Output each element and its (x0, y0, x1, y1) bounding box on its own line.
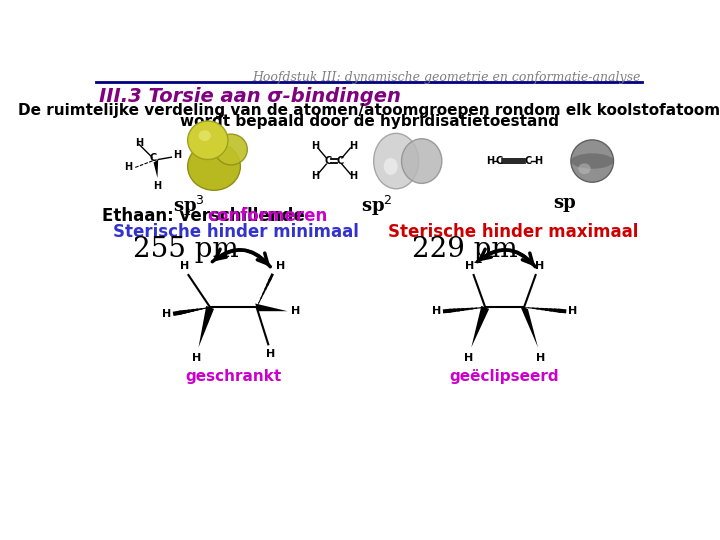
Ellipse shape (188, 121, 228, 159)
Text: H: H (162, 308, 171, 319)
Text: H: H (534, 156, 542, 166)
Text: Hoofdstuk III: dynamische geometrie en conformatie-analyse: Hoofdstuk III: dynamische geometrie en c… (252, 71, 640, 84)
Text: H: H (432, 306, 441, 316)
Ellipse shape (384, 158, 397, 175)
Text: H: H (349, 140, 358, 151)
Text: H: H (568, 306, 577, 316)
Ellipse shape (199, 130, 211, 141)
Text: Ethaan: verschillende: Ethaan: verschillende (102, 207, 310, 225)
Text: Sterische hinder minimaal: Sterische hinder minimaal (113, 222, 359, 241)
Text: conformeren: conformeren (207, 207, 328, 225)
Text: Sterische hinder maximaal: Sterische hinder maximaal (388, 222, 639, 241)
Text: H: H (311, 172, 319, 181)
Text: sp$^3$: sp$^3$ (174, 194, 205, 218)
Polygon shape (153, 159, 158, 178)
Ellipse shape (578, 164, 590, 174)
Text: H: H (276, 261, 285, 271)
Text: H: H (349, 172, 358, 181)
Ellipse shape (215, 134, 248, 165)
FancyArrowPatch shape (215, 249, 270, 267)
Text: H: H (192, 353, 201, 363)
Text: 255 pm: 255 pm (132, 236, 238, 263)
Text: C: C (324, 156, 331, 166)
Text: C: C (149, 153, 156, 163)
Text: sp: sp (553, 194, 576, 212)
Text: H: H (292, 306, 301, 316)
Text: Ethaan: verschillende: Ethaan: verschillende (0, 539, 1, 540)
Text: De ruimtelijke verdeling van de atomen/atoomgroepen rondom elk koolstofatoom: De ruimtelijke verdeling van de atomen/a… (18, 103, 720, 118)
Text: H: H (535, 261, 544, 271)
Text: H: H (180, 261, 189, 271)
Text: 229 pm: 229 pm (412, 236, 518, 263)
FancyArrowPatch shape (480, 249, 536, 267)
Text: H: H (465, 261, 474, 271)
Text: H: H (153, 181, 161, 191)
Ellipse shape (571, 140, 613, 182)
FancyArrowPatch shape (212, 250, 268, 264)
Ellipse shape (188, 143, 240, 190)
Text: wordt bepaald door de hybridisatietoestand: wordt bepaald door de hybridisatietoesta… (179, 114, 559, 129)
Text: H: H (536, 353, 545, 363)
Polygon shape (255, 303, 287, 311)
Polygon shape (199, 306, 214, 347)
Ellipse shape (402, 139, 442, 184)
Text: H: H (486, 156, 494, 166)
Text: H: H (135, 138, 143, 147)
Text: sp$^2$: sp$^2$ (361, 194, 392, 218)
Text: geschrankt: geschrankt (185, 369, 282, 384)
Text: C: C (337, 156, 344, 166)
Ellipse shape (374, 133, 418, 189)
Text: III.3 Torsie aan σ-bindingen: III.3 Torsie aan σ-bindingen (99, 87, 401, 106)
Text: H: H (173, 150, 181, 160)
Text: H: H (311, 140, 319, 151)
FancyArrowPatch shape (477, 250, 533, 264)
Text: geëclipseerd: geëclipseerd (450, 369, 559, 384)
Polygon shape (472, 306, 489, 347)
Text: C: C (495, 156, 503, 166)
Text: H: H (464, 353, 474, 363)
Text: H: H (125, 162, 132, 172)
Polygon shape (520, 306, 538, 347)
Text: H: H (266, 349, 275, 359)
Text: C: C (524, 156, 531, 166)
Ellipse shape (571, 153, 613, 168)
